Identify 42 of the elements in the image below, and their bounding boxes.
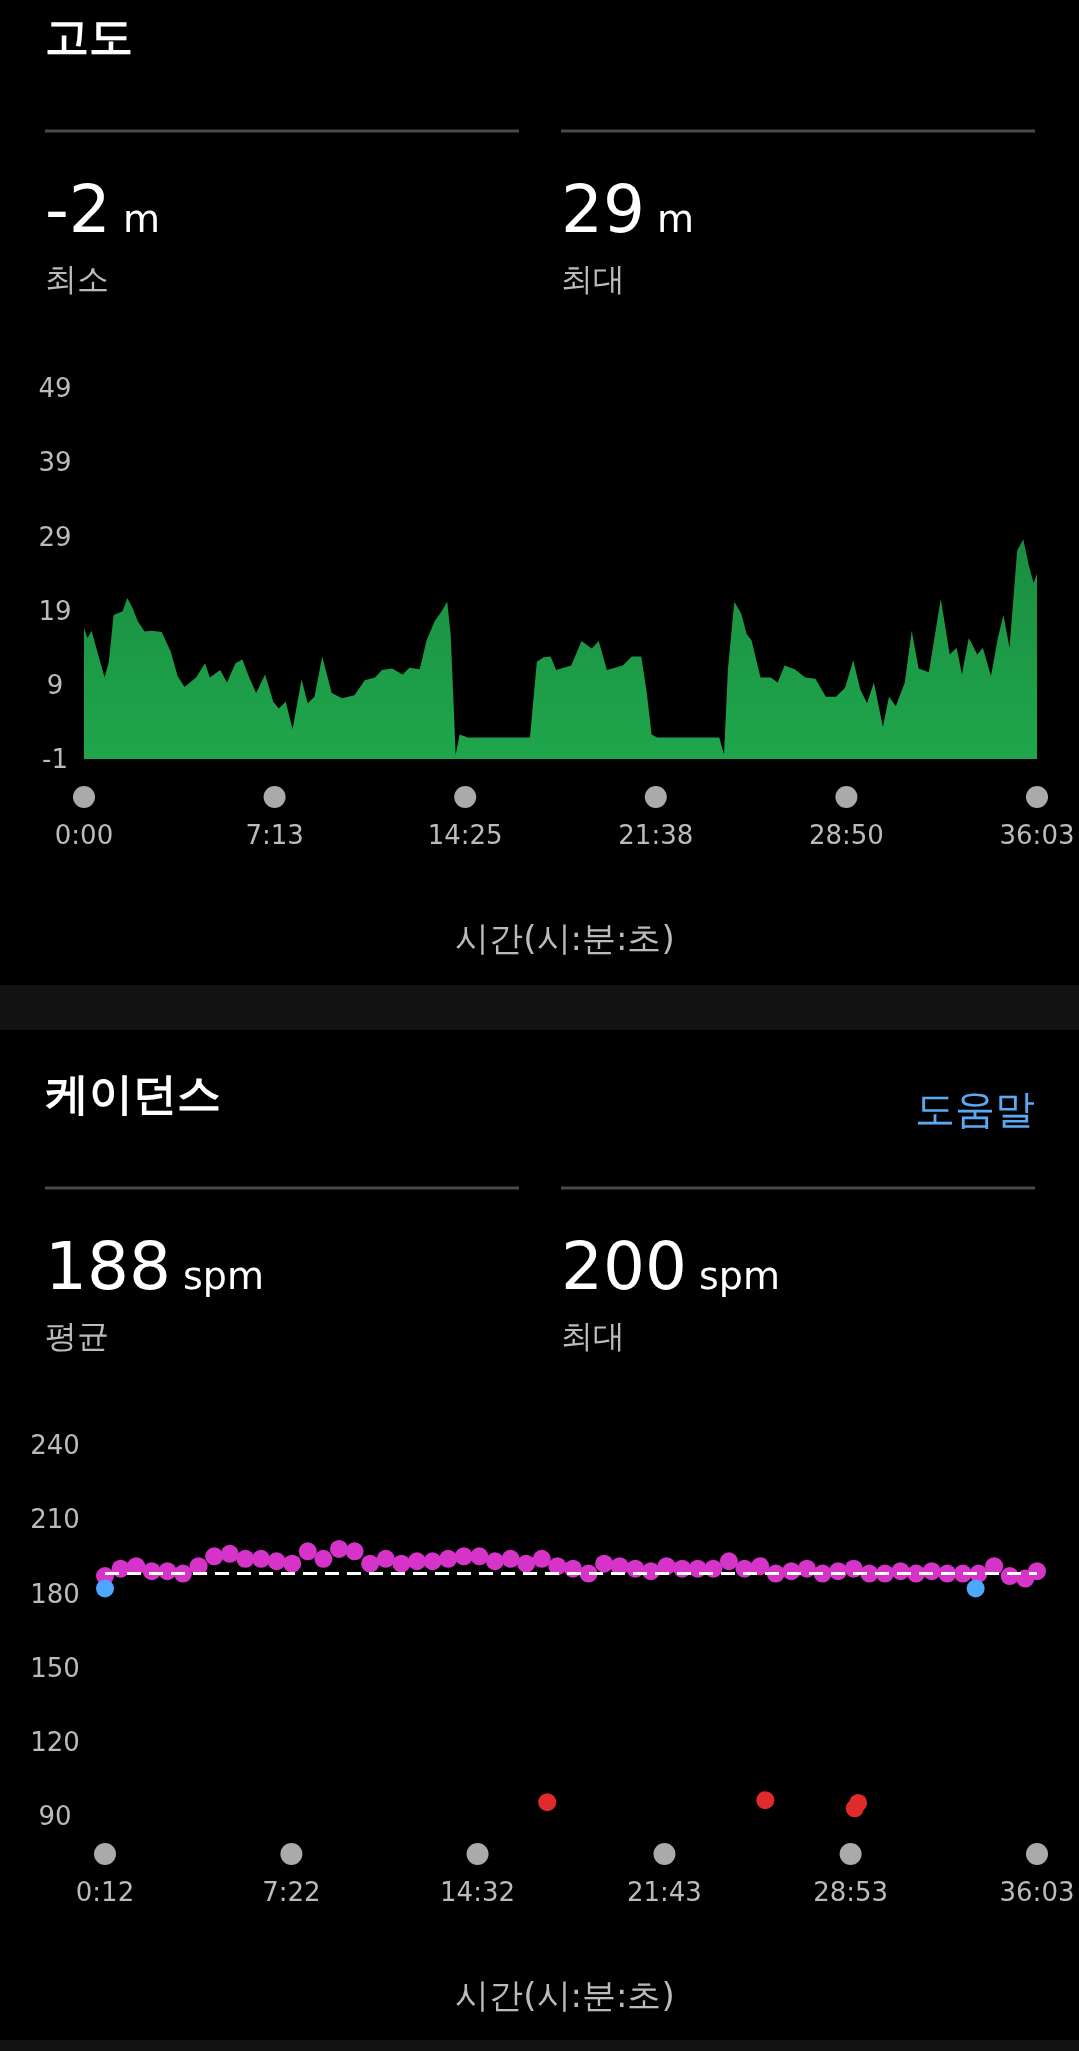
text: 188 spm <box>45 1228 264 1305</box>
chart-title: 고도 <box>45 11 133 62</box>
x-tick-label: 28:53 <box>813 1877 889 1908</box>
y-tick-label: 150 <box>30 1652 80 1683</box>
x-tick-label: 0:00 <box>54 820 114 851</box>
text: 도움말 <box>915 1086 1035 1132</box>
text: 29 m <box>561 171 695 248</box>
x-tick-label: 7:13 <box>245 820 304 851</box>
y-tick-label: 240 <box>30 1430 80 1461</box>
point <box>849 1793 868 1812</box>
x-tick-label: 36:03 <box>999 1877 1075 1908</box>
x-tick-label: 21:43 <box>626 1877 702 1908</box>
x-tick-label: 28:50 <box>808 820 884 851</box>
x-axis-title: 시간(시:분:초) <box>455 917 675 958</box>
x-tick-label: 0:12 <box>75 1877 135 1908</box>
text: 200 spm <box>561 1228 780 1305</box>
point <box>538 1793 557 1812</box>
y-tick-label: 29 <box>38 521 72 552</box>
text: -2 m <box>45 171 160 248</box>
y-tick-label: 19 <box>38 595 72 626</box>
x-axis-title: 시간(시:분:초) <box>455 1974 675 2015</box>
y-tick-label: 9 <box>46 669 64 700</box>
x-tick-label: 21:38 <box>618 820 694 851</box>
y-tick-label: 49 <box>38 373 72 404</box>
point <box>966 1579 985 1598</box>
x-tick-label: 7:22 <box>262 1877 321 1908</box>
text: 최대 <box>561 260 625 298</box>
x-tick-label: 36:03 <box>999 820 1075 851</box>
y-tick-label: 120 <box>30 1726 80 1757</box>
y-tick-label: 210 <box>30 1504 80 1535</box>
y-tick-label: -1 <box>42 744 68 775</box>
y-tick-label: 39 <box>38 447 72 478</box>
text: 최소 <box>45 260 109 298</box>
y-tick-label: 180 <box>30 1578 80 1609</box>
y-tick-label: 90 <box>38 1801 72 1832</box>
x-tick-label: 14:32 <box>440 1877 516 1908</box>
chart-title: 케이던스 <box>45 1068 221 1119</box>
point <box>96 1579 114 1598</box>
text: 평균 <box>45 1317 109 1355</box>
x-tick-label: 14:25 <box>427 820 503 851</box>
text: 최대 <box>561 1317 625 1355</box>
point <box>756 1791 775 1810</box>
